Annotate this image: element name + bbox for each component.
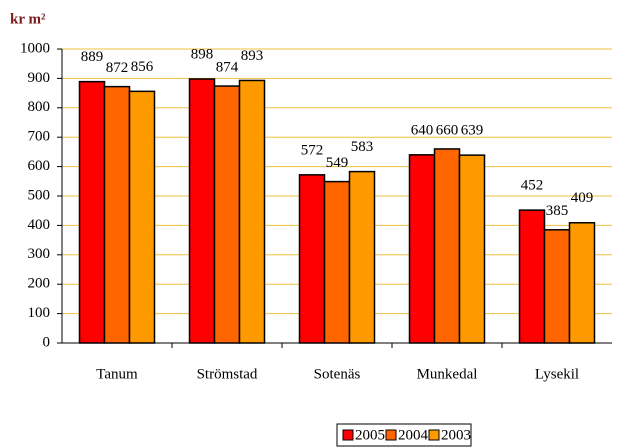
bar	[433, 148, 461, 344]
value-label: 898	[191, 46, 214, 62]
value-label: 385	[546, 203, 569, 219]
value-label: 889	[81, 49, 104, 65]
bar	[543, 229, 571, 344]
legend-label: 2005	[355, 427, 385, 443]
legend-label: 2004	[398, 427, 429, 443]
y-tick-label: 1000	[20, 40, 50, 56]
value-label: 583	[351, 139, 374, 155]
value-label: 572	[301, 142, 324, 158]
value-label: 874	[216, 59, 239, 75]
bar	[408, 154, 436, 344]
value-label: 872	[106, 60, 129, 76]
y-tick-label: 600	[28, 158, 51, 174]
bar	[188, 78, 216, 344]
value-label: 893	[241, 48, 264, 64]
bar	[128, 90, 156, 344]
bar	[568, 222, 596, 344]
legend-swatch	[342, 429, 354, 441]
value-label: 452	[521, 178, 544, 194]
x-tick-label: Munkedal	[417, 366, 478, 382]
x-tick-label: Tanum	[96, 366, 138, 382]
value-label: 639	[461, 123, 484, 139]
y-tick-label: 0	[43, 334, 51, 350]
legend-label: 2003	[441, 427, 471, 443]
x-tick-label: Strömstad	[197, 366, 258, 382]
bar	[323, 180, 351, 344]
y-tick-label: 900	[28, 70, 51, 86]
chart-title: kr m²	[10, 11, 46, 27]
legend-swatch	[428, 429, 440, 441]
y-tick-label: 500	[28, 187, 51, 203]
bar	[298, 174, 326, 344]
y-tick-label: 800	[28, 99, 51, 115]
value-label: 856	[131, 59, 154, 75]
bar	[103, 85, 131, 344]
x-tick-label: Lysekil	[535, 366, 579, 382]
bar	[238, 79, 266, 344]
x-tick-label: Sotenäs	[314, 366, 361, 382]
y-tick-label: 400	[28, 217, 51, 233]
value-label: 409	[571, 190, 594, 206]
bar	[348, 170, 376, 344]
bar	[78, 80, 106, 344]
bar	[458, 154, 486, 344]
y-tick-label: 200	[28, 276, 51, 292]
y-tick-label: 700	[28, 129, 51, 145]
bar	[213, 85, 241, 344]
y-tick-label: 100	[28, 305, 51, 321]
y-tick-label: 300	[28, 246, 51, 262]
value-label: 660	[436, 122, 459, 138]
legend-swatch	[385, 429, 397, 441]
legend: 2005 2004 2003	[336, 423, 472, 447]
value-label: 549	[326, 155, 349, 171]
bar	[518, 209, 546, 344]
value-label: 640	[411, 122, 434, 138]
